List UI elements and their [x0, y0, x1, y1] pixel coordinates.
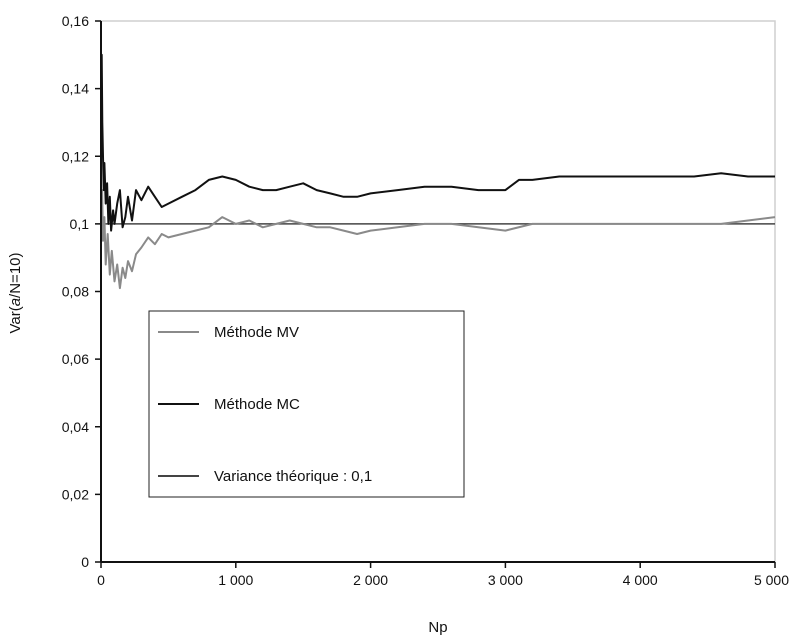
series-layer: [100, 53, 776, 290]
x-axis-title: Np: [428, 619, 447, 636]
y-tick-label: 0,12: [62, 148, 89, 164]
x-tick-label: 3 000: [488, 572, 523, 588]
y-axis-title-suffix: /N=10): [7, 252, 24, 297]
legend-box: [148, 310, 465, 498]
legend-label-mc: Méthode MC: [214, 396, 300, 413]
axis-layer: 0 0,02 0,04 0,06 0,08 0,1 0,12 0,14 0,16 0 1 000 2 …: [62, 13, 789, 588]
y-axis-title: Var(a/N=10): [7, 252, 24, 333]
y-tick-label: 0,14: [62, 81, 89, 97]
x-tick-label: 2 000: [353, 572, 388, 588]
legend: Méthode MV Méthode MC Variance théorique…: [148, 310, 465, 498]
x-tick-label: 0: [97, 572, 105, 588]
legend-label-mv: Méthode MV: [214, 324, 299, 341]
y-tick-label: 0,06: [62, 351, 89, 367]
y-tick-label: 0: [81, 554, 89, 570]
y-tick-label: 0,02: [62, 486, 89, 502]
x-tick-label: 5 000: [754, 572, 789, 588]
y-tick-label: 0,1: [70, 216, 90, 232]
y-tick-label: 0,16: [62, 13, 89, 29]
series-line-1: [100, 53, 775, 232]
legend-label-theory: Variance théorique : 0,1: [214, 468, 372, 485]
y-axis-title-italic: a: [7, 298, 24, 306]
y-axis-title-prefix: Var(: [7, 306, 24, 333]
series-line-0: [100, 189, 776, 290]
y-tick-label: 0,04: [62, 419, 89, 435]
y-tick-label: 0,08: [62, 284, 89, 300]
x-tick-label: 4 000: [623, 572, 658, 588]
x-tick-label: 1 000: [218, 572, 253, 588]
